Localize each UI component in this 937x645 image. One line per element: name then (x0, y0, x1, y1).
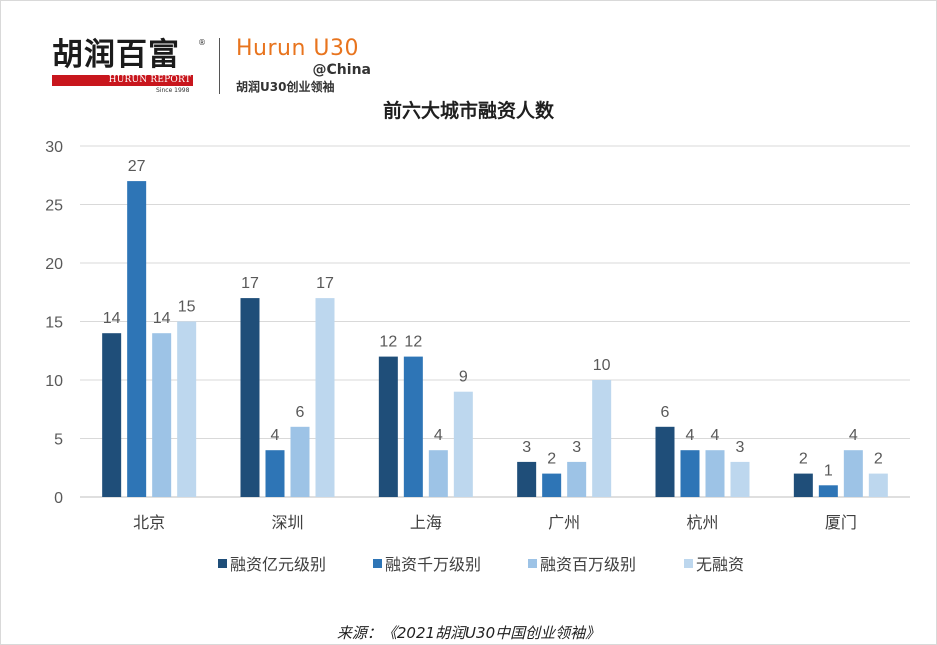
x-tick-label: 深圳 (271, 513, 303, 532)
bar (705, 450, 725, 497)
data-label: 4 (686, 427, 695, 444)
y-tick-label: 25 (45, 198, 63, 215)
data-label: 15 (178, 299, 196, 316)
x-tick-label: 厦门 (825, 513, 857, 532)
u30-logo-chinese: 胡润U30创业领袖 (236, 80, 335, 94)
bar (152, 333, 172, 497)
legend-label: 融资亿元级别 (230, 555, 326, 574)
y-tick-label: 10 (45, 373, 63, 390)
bar (265, 450, 285, 497)
legend-swatch (218, 559, 227, 568)
bar (793, 473, 813, 497)
bar (730, 461, 750, 497)
data-label: 9 (459, 369, 468, 386)
bar (177, 321, 197, 497)
x-tick-label: 广州 (548, 513, 580, 532)
data-label: 17 (316, 275, 334, 292)
data-label: 12 (404, 334, 422, 351)
data-label: 2 (799, 451, 808, 468)
data-label: 10 (593, 357, 611, 374)
bar (315, 298, 335, 497)
data-label: 27 (128, 158, 146, 175)
x-tick-label: 北京 (133, 513, 165, 532)
legend-label: 融资千万级别 (385, 555, 481, 574)
legend-swatch (373, 559, 382, 568)
hurun-report-logo: 胡润百富 ® HURUN REPORT Since 1998 (52, 37, 206, 96)
data-label: 2 (547, 451, 556, 468)
bar (592, 380, 612, 497)
registered-mark: ® (198, 38, 206, 47)
u30-logo-subtitle: @China (312, 62, 371, 78)
data-label: 4 (711, 427, 720, 444)
bar (378, 356, 398, 497)
legend-label: 无融资 (696, 555, 744, 574)
bar (290, 426, 310, 497)
bar (542, 473, 562, 497)
data-label: 14 (153, 310, 171, 327)
bar (102, 333, 122, 497)
x-tick-label: 杭州 (686, 513, 718, 532)
data-label: 4 (434, 427, 443, 444)
data-label: 14 (103, 310, 121, 327)
bar (127, 181, 147, 497)
data-label: 2 (874, 451, 883, 468)
bar (567, 461, 587, 497)
data-label: 1 (824, 462, 833, 479)
data-label: 3 (522, 439, 531, 456)
data-label: 4 (271, 427, 280, 444)
y-tick-label: 30 (45, 139, 63, 156)
bar (680, 450, 700, 497)
data-label: 6 (661, 404, 670, 421)
legend-label: 融资百万级别 (540, 555, 636, 574)
hurun-u30-logo: Hurun U30 @China 胡润U30创业领袖 (236, 36, 386, 98)
data-label: 3 (736, 439, 745, 456)
y-tick-label: 15 (45, 315, 63, 332)
bar (655, 426, 675, 497)
bar (843, 450, 863, 497)
source-note: 来源：《2021胡润U30中国创业领袖》 (336, 624, 601, 642)
hurun-logo-english: HURUN REPORT (108, 75, 191, 85)
u30-logo-title: Hurun U30 (236, 36, 360, 61)
chart-title: 前六大城市融资人数 (382, 100, 554, 122)
bar (428, 450, 448, 497)
hurun-logo-chinese: 胡润百富 (52, 37, 180, 73)
data-label: 6 (296, 404, 305, 421)
bar (818, 485, 838, 497)
hurun-logo-since: Since 1998 (156, 87, 190, 94)
data-label: 17 (241, 275, 259, 292)
y-tick-label: 0 (54, 490, 63, 507)
data-label: 12 (379, 334, 397, 351)
bar (868, 473, 888, 497)
logo-divider (219, 38, 220, 94)
data-label: 4 (849, 427, 858, 444)
y-tick-label: 5 (54, 432, 63, 449)
data-label: 3 (572, 439, 581, 456)
bar (453, 391, 473, 497)
bar (403, 356, 423, 497)
hurun-logo-red-bar (52, 75, 193, 86)
legend-swatch (528, 559, 537, 568)
bar (517, 461, 537, 497)
x-tick-label: 上海 (410, 513, 442, 532)
legend-swatch (684, 559, 693, 568)
y-tick-label: 20 (45, 256, 63, 273)
bar (240, 298, 260, 497)
